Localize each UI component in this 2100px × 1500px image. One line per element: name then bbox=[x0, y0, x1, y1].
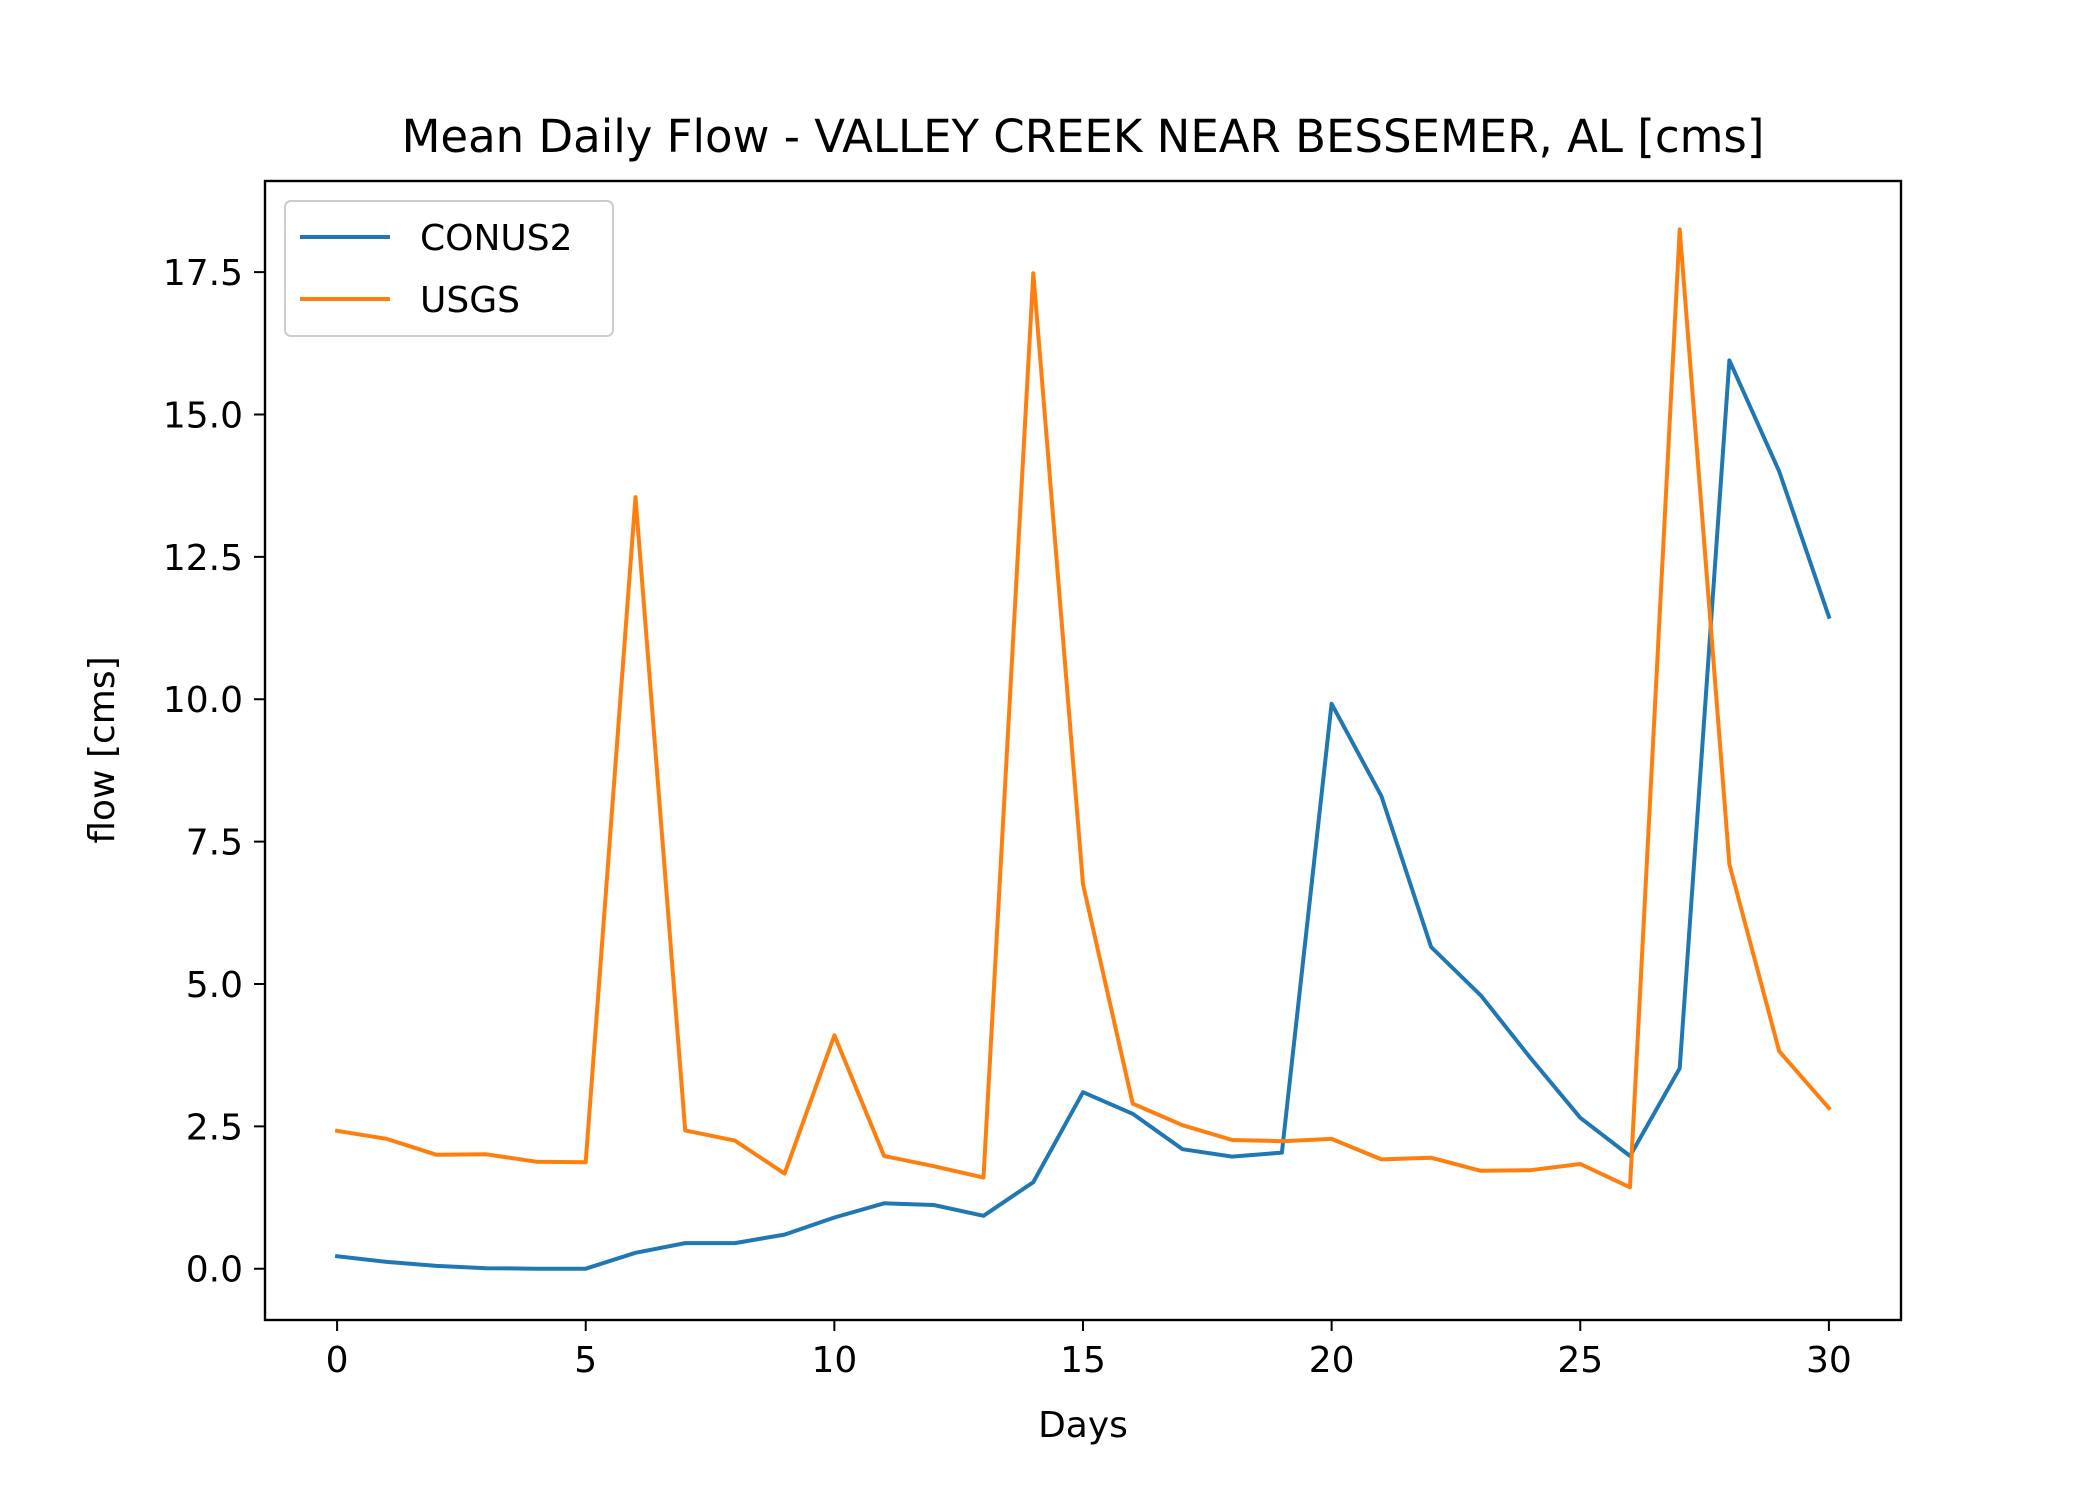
data-point-usgs bbox=[1678, 227, 1682, 231]
data-point-conus2 bbox=[484, 1266, 488, 1270]
data-point-usgs bbox=[1280, 1139, 1284, 1143]
data-point-conus2 bbox=[1678, 1066, 1682, 1070]
legend: CONUS2 USGS bbox=[284, 200, 614, 337]
data-point-conus2 bbox=[1827, 615, 1831, 619]
data-point-conus2 bbox=[1330, 702, 1334, 706]
data-point-usgs bbox=[1727, 862, 1731, 866]
data-point-conus2 bbox=[534, 1267, 538, 1271]
x-tick-label: 15 bbox=[1060, 1340, 1106, 1381]
data-point-usgs bbox=[484, 1152, 488, 1156]
data-point-usgs bbox=[783, 1172, 787, 1176]
x-tick-label: 10 bbox=[811, 1340, 857, 1381]
data-point-conus2 bbox=[1131, 1112, 1135, 1116]
data-point-usgs bbox=[733, 1139, 737, 1143]
data-point-conus2 bbox=[1529, 1056, 1533, 1060]
legend-label-conus2: CONUS2 bbox=[420, 218, 573, 259]
chart-title: Mean Daily Flow - VALLEY CREEK NEAR BESS… bbox=[402, 110, 1765, 163]
data-point-conus2 bbox=[1230, 1155, 1234, 1159]
data-point-conus2 bbox=[1031, 1180, 1035, 1184]
data-point-usgs bbox=[1131, 1102, 1135, 1106]
x-tick-label: 20 bbox=[1309, 1340, 1355, 1381]
x-tick-label: 5 bbox=[574, 1340, 597, 1381]
data-point-conus2 bbox=[982, 1214, 986, 1218]
x-tick-label: 0 bbox=[326, 1340, 349, 1381]
data-point-usgs bbox=[1330, 1137, 1334, 1141]
data-point-usgs bbox=[1081, 882, 1085, 886]
data-point-conus2 bbox=[1727, 358, 1731, 362]
data-point-usgs bbox=[1777, 1049, 1781, 1053]
data-point-usgs bbox=[932, 1164, 936, 1168]
data-point-conus2 bbox=[932, 1203, 936, 1207]
y-tick-label: 12.5 bbox=[163, 538, 243, 579]
x-tick-label: 30 bbox=[1806, 1340, 1852, 1381]
data-point-usgs bbox=[882, 1154, 886, 1158]
series-line-conus2 bbox=[334, 358, 1832, 1271]
data-point-usgs bbox=[1827, 1106, 1831, 1110]
data-point-usgs bbox=[683, 1128, 687, 1132]
data-point-usgs bbox=[1429, 1156, 1433, 1160]
data-point-usgs bbox=[584, 1160, 588, 1164]
data-point-usgs bbox=[1628, 1185, 1632, 1189]
y-tick-label: 0.0 bbox=[186, 1250, 243, 1291]
legend-label-usgs: USGS bbox=[420, 280, 520, 321]
data-point-conus2 bbox=[832, 1216, 836, 1220]
y-tick-label: 17.5 bbox=[163, 253, 243, 294]
data-point-usgs bbox=[1529, 1168, 1533, 1172]
data-point-conus2 bbox=[584, 1267, 588, 1271]
data-point-usgs bbox=[435, 1153, 439, 1157]
data-point-conus2 bbox=[1578, 1116, 1582, 1120]
data-point-usgs bbox=[1479, 1169, 1483, 1173]
data-point-conus2 bbox=[435, 1264, 439, 1268]
data-point-usgs bbox=[385, 1137, 389, 1141]
x-axis: 0 5 10 15 20 25 30 bbox=[326, 1320, 1852, 1381]
y-tick-label: 5.0 bbox=[186, 965, 243, 1006]
data-point-conus2 bbox=[1429, 945, 1433, 949]
y-axis: 0.0 2.5 5.0 7.5 10.0 12.5 15.0 17.5 bbox=[163, 253, 265, 1291]
data-point-conus2 bbox=[385, 1260, 389, 1264]
data-point-conus2 bbox=[783, 1233, 787, 1237]
legend-box bbox=[284, 200, 614, 337]
data-point-conus2 bbox=[882, 1201, 886, 1205]
y-tick-label: 10.0 bbox=[163, 680, 243, 721]
data-point-conus2 bbox=[1181, 1147, 1185, 1151]
data-point-conus2 bbox=[335, 1254, 339, 1258]
y-tick-label: 15.0 bbox=[163, 395, 243, 436]
x-tick-label: 25 bbox=[1557, 1340, 1603, 1381]
data-point-usgs bbox=[982, 1176, 986, 1180]
data-point-conus2 bbox=[1777, 469, 1781, 473]
y-axis-label: flow [cms] bbox=[82, 656, 123, 843]
data-point-conus2 bbox=[1081, 1090, 1085, 1094]
plot-lines bbox=[334, 227, 1832, 1271]
data-point-conus2 bbox=[1280, 1151, 1284, 1155]
y-tick-label: 7.5 bbox=[186, 823, 243, 864]
y-tick-label: 2.5 bbox=[186, 1107, 243, 1148]
data-point-usgs bbox=[1031, 271, 1035, 275]
series-line-usgs bbox=[334, 227, 1832, 1190]
data-point-conus2 bbox=[733, 1241, 737, 1245]
data-point-usgs bbox=[335, 1129, 339, 1133]
data-point-conus2 bbox=[1479, 993, 1483, 997]
data-point-usgs bbox=[634, 495, 638, 499]
data-point-usgs bbox=[832, 1033, 836, 1037]
data-point-conus2 bbox=[634, 1251, 638, 1255]
data-point-usgs bbox=[534, 1160, 538, 1164]
data-point-conus2 bbox=[683, 1241, 687, 1245]
data-point-usgs bbox=[1578, 1162, 1582, 1166]
x-axis-label: Days bbox=[1038, 1405, 1128, 1446]
data-point-usgs bbox=[1230, 1138, 1234, 1142]
data-point-usgs bbox=[1181, 1123, 1185, 1127]
data-point-conus2 bbox=[1379, 794, 1383, 798]
data-point-usgs bbox=[1379, 1157, 1383, 1161]
